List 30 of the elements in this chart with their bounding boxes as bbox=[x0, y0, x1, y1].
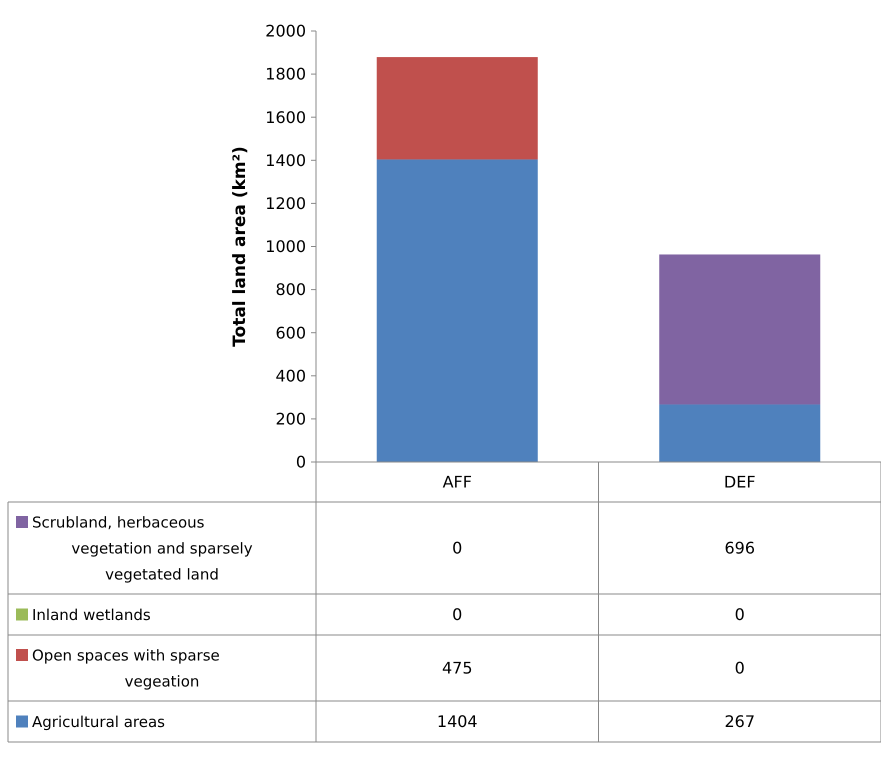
y-tick-label: 1000 bbox=[265, 237, 306, 256]
data-label: 0 bbox=[734, 605, 745, 624]
y-tick-label: 600 bbox=[275, 323, 306, 342]
x-tick-label: AFF bbox=[442, 472, 472, 492]
legend-label: Inland wetlands bbox=[32, 606, 151, 624]
data-label: 1404 bbox=[436, 712, 478, 732]
y-tick-label: 2000 bbox=[265, 22, 306, 41]
data-label: 0 bbox=[452, 538, 462, 558]
y-tick-label: 0 bbox=[296, 452, 306, 472]
x-tick-label: DEF bbox=[724, 472, 756, 492]
legend-label: Open spaces with sparse vegeation bbox=[32, 646, 220, 690]
data-label: 475 bbox=[442, 658, 473, 678]
data-label: 267 bbox=[724, 712, 756, 732]
y-tick-label: 1200 bbox=[265, 194, 306, 213]
y-tick-label: 200 bbox=[275, 410, 306, 428]
legend-label: Scrubland, herbaceous vegetation and sparsely vegetated land bbox=[32, 513, 253, 584]
bar bbox=[376, 57, 538, 160]
bar bbox=[659, 254, 820, 404]
data-label: 696 bbox=[724, 538, 756, 558]
y-tick-label: 400 bbox=[275, 366, 306, 386]
data-label: 0 bbox=[734, 658, 745, 678]
y-axis-title: Total land area (km²) bbox=[230, 146, 250, 347]
y-tick-label: 1600 bbox=[265, 108, 306, 127]
legend-label: Agricultural areas bbox=[32, 712, 166, 731]
bar bbox=[659, 404, 820, 462]
y-tick-label: 1800 bbox=[265, 64, 306, 84]
y-tick-label: 800 bbox=[275, 280, 306, 300]
y-tick-label: 1400 bbox=[265, 150, 306, 170]
bar bbox=[376, 159, 538, 462]
data-label: 0 bbox=[452, 605, 462, 624]
